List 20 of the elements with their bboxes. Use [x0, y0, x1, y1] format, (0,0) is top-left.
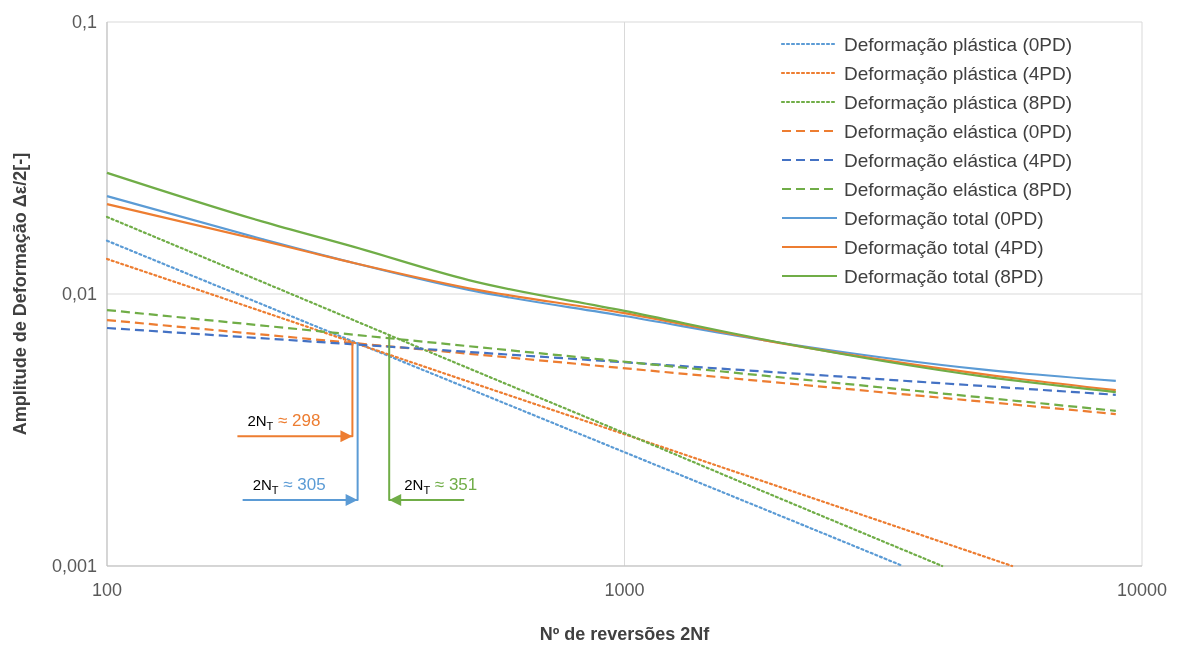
annotation: 2N$_{T}$ ≈ 351: [404, 475, 478, 496]
legend-label: Deformação total (0PD): [844, 208, 1044, 229]
legend-label: Deformação total (8PD): [844, 266, 1044, 287]
y-tick-label: 0,001: [51, 556, 97, 576]
annotation: 2N$_{T}$ ≈ 305: [252, 475, 326, 496]
legend-label: Deformação total (4PD): [844, 237, 1044, 258]
legend-label: Deformação plástica (4PD): [844, 63, 1073, 84]
annotation: 2N$_{T}$ ≈ 298: [247, 411, 321, 433]
y-tick-label: 0,1: [71, 12, 97, 32]
y-axis-title: Amplitude de Deformação Δε/2[-]: [10, 152, 30, 436]
x-tick-label: 1000: [604, 580, 645, 600]
legend-label: Deformação elástica (4PD): [844, 150, 1073, 171]
x-tick-label: 10000: [1116, 580, 1168, 600]
y-tick-label: 0,01: [61, 284, 97, 304]
legend-label: Deformação plástica (0PD): [844, 34, 1073, 55]
legend-label: Deformação elástica (0PD): [844, 121, 1073, 142]
x-axis-title: Nº de reversões 2Nf: [539, 624, 711, 644]
legend-label: Deformação elástica (8PD): [844, 179, 1073, 200]
x-tick-label: 100: [91, 580, 123, 600]
legend-label: Deformação plástica (8PD): [844, 92, 1073, 113]
